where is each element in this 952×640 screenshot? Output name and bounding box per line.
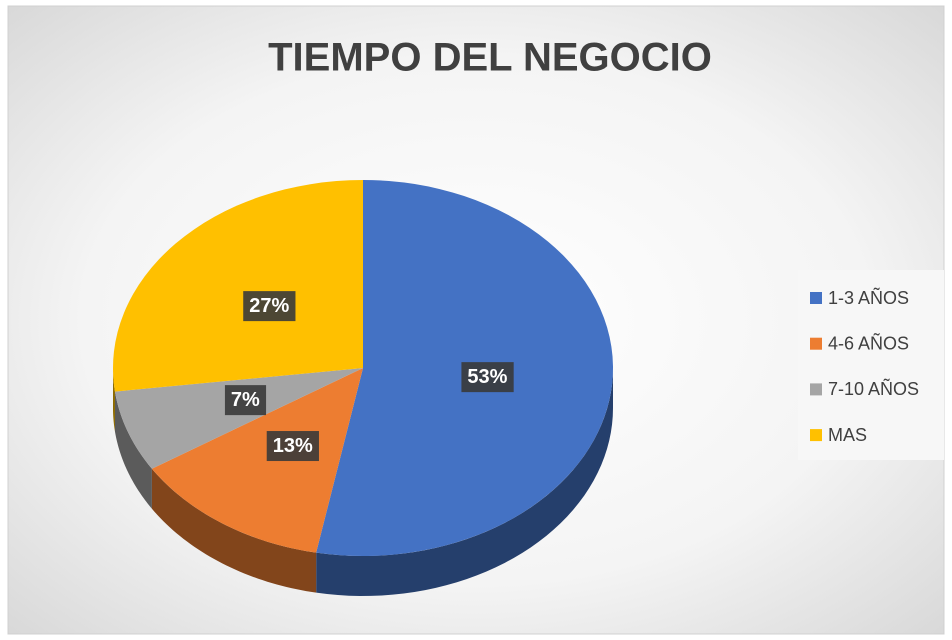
data-label-text: 27%: [249, 295, 289, 317]
data-label-text: 53%: [467, 366, 507, 388]
pie-slice: [113, 180, 364, 392]
data-label: 13%: [266, 431, 319, 462]
pie-side: [114, 391, 152, 509]
legend-label: MAS: [828, 425, 867, 445]
data-label-box: [461, 362, 514, 393]
pie-slice: [151, 368, 363, 553]
data-label: 53%: [461, 362, 514, 393]
data-label-box: [243, 291, 296, 322]
legend-swatch: [810, 292, 822, 304]
data-label-box: [266, 431, 319, 462]
data-label: 27%: [243, 291, 296, 322]
pie-side: [151, 468, 317, 593]
data-label: 7%: [224, 385, 267, 416]
legend-swatch: [810, 429, 822, 442]
pie-side: [113, 368, 115, 432]
legend-swatch: [810, 383, 822, 396]
legend-background: [798, 270, 944, 460]
chart-title: TIEMPO DEL NEGOCIO: [268, 36, 712, 80]
data-label-text: 13%: [273, 435, 313, 457]
data-label-text: 7%: [231, 389, 260, 411]
legend-label: 4-6 AÑOS: [828, 332, 909, 353]
legend-label: 7-10 AÑOS: [828, 378, 919, 399]
legend-label: 1-3 AÑOS: [828, 287, 909, 308]
data-label-box: [224, 385, 267, 416]
legend-swatch: [810, 337, 822, 350]
pie-slice: [114, 368, 364, 469]
pie-side: [316, 368, 613, 596]
